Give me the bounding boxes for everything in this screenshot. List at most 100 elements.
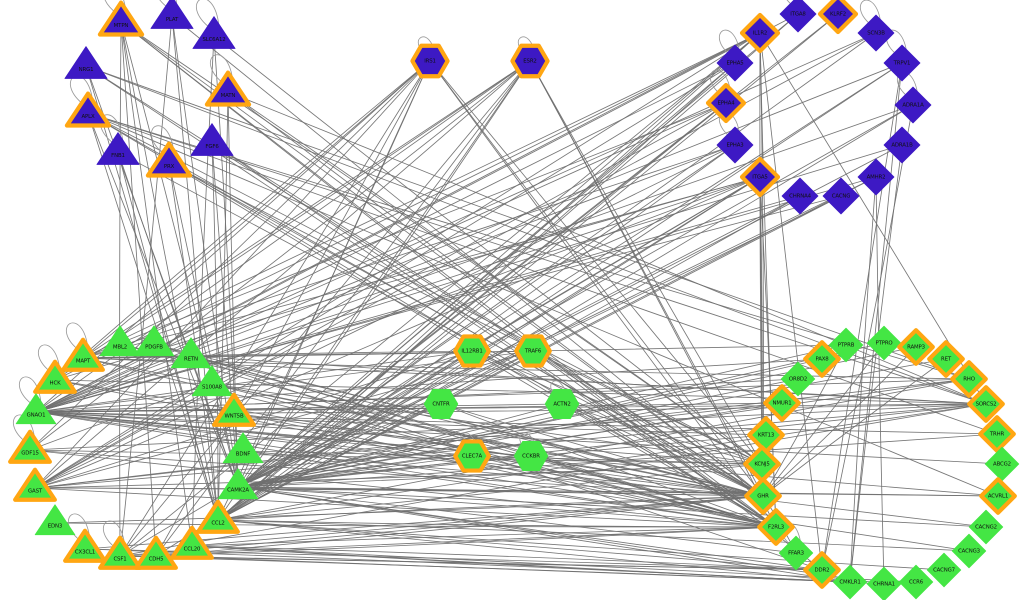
graph-node[interactable]: S100A8 bbox=[191, 365, 233, 397]
graph-node[interactable]: CCL20 bbox=[170, 525, 214, 560]
node-shape-hexagon[interactable] bbox=[514, 334, 552, 368]
graph-node[interactable]: CCL2 bbox=[196, 499, 240, 534]
node-shape-triangle[interactable] bbox=[191, 365, 233, 397]
node-shape-diamond[interactable] bbox=[926, 552, 962, 588]
node-shape-diamond[interactable] bbox=[757, 508, 795, 546]
graph-node[interactable]: SORCS2 bbox=[967, 385, 1005, 423]
node-shape-diamond[interactable] bbox=[822, 177, 860, 215]
node-shape-diamond[interactable] bbox=[950, 360, 988, 398]
graph-node[interactable]: RETN bbox=[170, 337, 212, 369]
node-shape-diamond[interactable] bbox=[716, 44, 754, 82]
node-shape-diamond[interactable] bbox=[979, 477, 1017, 515]
node-shape-diamond[interactable] bbox=[780, 361, 816, 397]
node-shape-triangle[interactable] bbox=[134, 535, 178, 570]
node-shape-diamond[interactable] bbox=[739, 156, 781, 198]
nodes-layer[interactable]: MTPN PLAT SLC6A12 NRG1 MATN APLX FGF6 FNB1 PRX IR… bbox=[8, 0, 1020, 600]
node-shape-triangle[interactable] bbox=[98, 535, 142, 570]
node-shape-triangle[interactable] bbox=[33, 359, 77, 394]
graph-node[interactable]: CSF1 bbox=[98, 535, 142, 570]
node-shape-diamond[interactable] bbox=[883, 44, 921, 82]
node-shape-triangle[interactable] bbox=[170, 337, 212, 369]
graph-node[interactable]: F2RL3 bbox=[757, 508, 795, 546]
graph-node[interactable]: ACTN2 bbox=[544, 389, 580, 419]
graph-node[interactable]: KRT13 bbox=[747, 416, 785, 454]
graph-node[interactable]: ADRA1B bbox=[883, 126, 921, 164]
node-shape-hexagon[interactable] bbox=[453, 334, 491, 368]
node-shape-triangle[interactable] bbox=[97, 0, 145, 37]
graph-node[interactable]: BDNF bbox=[222, 432, 264, 464]
graph-node[interactable]: PDGFB bbox=[133, 325, 175, 357]
node-shape-triangle[interactable] bbox=[217, 468, 259, 500]
graph-node[interactable]: IL1R2 bbox=[739, 12, 781, 54]
graph-node[interactable]: SLC6A12 bbox=[192, 16, 236, 49]
node-shape-triangle[interactable] bbox=[99, 325, 141, 357]
graph-node[interactable]: GDF15 bbox=[8, 429, 52, 464]
node-shape-diamond[interactable] bbox=[978, 415, 1016, 453]
graph-node[interactable]: CMKLR1 bbox=[832, 564, 868, 600]
graph-node[interactable]: RHO bbox=[950, 360, 988, 398]
node-shape-hexagon[interactable] bbox=[513, 441, 549, 471]
graph-node[interactable]: AMHR2 bbox=[857, 158, 895, 196]
graph-node[interactable]: NRG1 bbox=[64, 46, 108, 79]
node-shape-diamond[interactable] bbox=[803, 340, 841, 378]
node-shape-diamond[interactable] bbox=[894, 86, 932, 124]
graph-node[interactable]: CAMK2A bbox=[217, 468, 259, 500]
node-shape-triangle[interactable] bbox=[96, 132, 140, 165]
graph-node[interactable]: SCN3B bbox=[857, 14, 895, 52]
node-shape-diamond[interactable] bbox=[857, 158, 895, 196]
graph-node[interactable]: MATN bbox=[204, 70, 252, 107]
graph-node[interactable]: IRS1 bbox=[410, 43, 450, 79]
node-shape-diamond[interactable] bbox=[857, 14, 895, 52]
graph-node[interactable]: ITGA8 bbox=[779, 0, 817, 33]
node-shape-diamond[interactable] bbox=[817, 0, 859, 35]
node-shape-triangle[interactable] bbox=[8, 429, 52, 464]
graph-node[interactable]: HCK bbox=[33, 359, 77, 394]
node-shape-diamond[interactable] bbox=[968, 509, 1004, 545]
node-shape-hexagon[interactable] bbox=[453, 439, 491, 473]
graph-node[interactable]: CCR6 bbox=[898, 564, 934, 600]
node-shape-diamond[interactable] bbox=[832, 564, 868, 600]
node-shape-hexagon[interactable] bbox=[510, 43, 550, 79]
graph-node[interactable]: PRX bbox=[145, 141, 193, 178]
node-shape-diamond[interactable] bbox=[803, 551, 841, 589]
node-shape-triangle[interactable] bbox=[190, 123, 234, 156]
graph-node[interactable]: IL12RB1 bbox=[453, 334, 491, 368]
node-shape-diamond[interactable] bbox=[967, 385, 1005, 423]
node-shape-triangle[interactable] bbox=[61, 337, 105, 372]
graph-node[interactable]: EPHA4 bbox=[705, 82, 747, 124]
node-shape-diamond[interactable] bbox=[716, 126, 754, 164]
node-shape-diamond[interactable] bbox=[781, 177, 819, 215]
graph-node[interactable]: NMUR1 bbox=[763, 384, 801, 422]
graph-node[interactable]: ESR2 bbox=[510, 43, 550, 79]
node-shape-diamond[interactable] bbox=[744, 477, 782, 515]
node-shape-hexagon[interactable] bbox=[423, 389, 459, 419]
node-shape-triangle[interactable] bbox=[133, 325, 175, 357]
node-shape-triangle[interactable] bbox=[34, 504, 76, 536]
graph-node[interactable]: FFAR3 bbox=[778, 535, 814, 571]
graph-node[interactable]: CLEC7A bbox=[453, 439, 491, 473]
graph-node[interactable]: GHR bbox=[744, 477, 782, 515]
node-shape-triangle[interactable] bbox=[63, 528, 107, 563]
node-shape-triangle[interactable] bbox=[192, 16, 236, 49]
node-shape-diamond[interactable] bbox=[866, 325, 902, 361]
graph-node[interactable]: RET bbox=[927, 340, 965, 378]
graph-node[interactable]: CACNG3 bbox=[951, 533, 987, 569]
graph-node[interactable]: MBL2 bbox=[99, 325, 141, 357]
node-shape-hexagon[interactable] bbox=[410, 43, 450, 79]
graph-node[interactable]: FGF6 bbox=[190, 123, 234, 156]
graph-node[interactable]: EPHA3 bbox=[716, 126, 754, 164]
graph-node[interactable]: PTPRO bbox=[866, 325, 902, 361]
graph-node[interactable]: CHRNA4 bbox=[781, 177, 819, 215]
node-shape-diamond[interactable] bbox=[883, 126, 921, 164]
node-shape-diamond[interactable] bbox=[763, 384, 801, 422]
graph-node[interactable]: CX3CL1 bbox=[63, 528, 107, 563]
node-shape-diamond[interactable] bbox=[927, 340, 965, 378]
graph-node[interactable]: ITGA5 bbox=[739, 156, 781, 198]
node-shape-diamond[interactable] bbox=[778, 535, 814, 571]
graph-node[interactable]: TRHR bbox=[978, 415, 1016, 453]
node-shape-triangle[interactable] bbox=[212, 392, 256, 427]
node-shape-triangle[interactable] bbox=[64, 46, 108, 79]
node-shape-diamond[interactable] bbox=[828, 327, 864, 363]
graph-node[interactable]: CNTFR bbox=[423, 389, 459, 419]
graph-node[interactable]: PTPRB bbox=[828, 327, 864, 363]
